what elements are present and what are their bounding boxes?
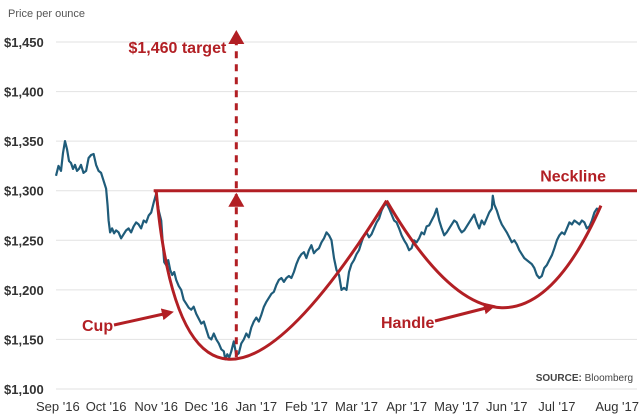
x-tick-label: Nov '16 — [134, 399, 178, 414]
source-prefix: SOURCE: — [536, 373, 582, 384]
grid-lines — [56, 41, 637, 390]
x-tick-label: Oct '16 — [86, 399, 127, 414]
handle-pointer-arrow — [434, 302, 496, 323]
annotation-layer: Neckline $1,460 target Cup Handle — [82, 30, 637, 361]
x-tick-label: Jun '17 — [486, 399, 528, 414]
x-tick-label: Jul '17 — [538, 399, 575, 414]
y-tick-label: $1,150 — [4, 332, 44, 347]
cup-pointer-arrow — [113, 308, 174, 327]
x-tick-label: Aug '17 — [595, 399, 639, 414]
x-tick-label: Sep '16 — [36, 399, 80, 414]
y-axis-label: Price per ounce — [8, 8, 85, 20]
y-axis-ticks: $1,100 $1,150 $1,200 $1,250 $1,300 $1,350 $1,4… — [4, 35, 44, 397]
series-line — [54, 140, 601, 361]
x-tick-label: Feb '17 — [285, 399, 328, 414]
source-text: Bloomberg — [585, 373, 633, 384]
x-tick-label: Dec '16 — [184, 399, 228, 414]
handle-label: Handle — [381, 315, 434, 332]
target-label: $1,460 target — [128, 40, 227, 57]
series-layer — [54, 140, 601, 361]
cup-curve — [154, 190, 388, 361]
handle-curve — [385, 199, 603, 310]
y-tick-label: $1,350 — [4, 134, 44, 149]
x-tick-label: Apr '17 — [386, 399, 427, 414]
x-axis-ticks: Sep '16 Oct '16 Nov '16 Dec '16 Jan '17 Feb '… — [36, 399, 639, 414]
neckline-label: Neckline — [540, 169, 606, 186]
target-arrow-head — [228, 30, 245, 44]
y-tick-label: $1,450 — [4, 35, 44, 50]
x-tick-label: May '17 — [434, 399, 479, 414]
neckline-arrow-head — [228, 192, 245, 207]
y-tick-label: $1,400 — [4, 85, 44, 100]
x-tick-label: Mar '17 — [335, 399, 378, 414]
y-tick-label: $1,100 — [4, 382, 44, 397]
source-note: SOURCE: Bloomberg — [536, 373, 633, 384]
y-tick-label: $1,300 — [4, 184, 44, 199]
cup-label: Cup — [82, 318, 113, 335]
x-tick-label: Jan '17 — [236, 399, 278, 414]
y-tick-label: $1,200 — [4, 283, 44, 298]
y-tick-label: $1,250 — [4, 233, 44, 248]
